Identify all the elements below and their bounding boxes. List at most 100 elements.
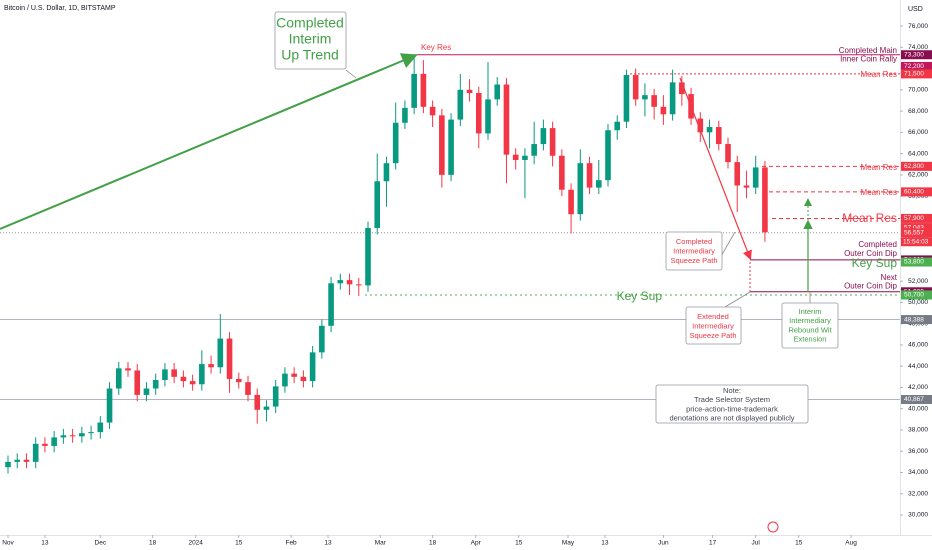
price-tag-label: 72,200: [904, 63, 924, 70]
candle-body: [448, 119, 454, 175]
y-tick-label: 74,000: [908, 44, 928, 51]
candle-body: [143, 388, 150, 395]
y-tick-label: 50,000: [908, 299, 928, 306]
candle-body: [679, 82, 685, 95]
candle-body: [549, 128, 556, 156]
price-tag: [901, 161, 932, 171]
candle-body: [23, 459, 30, 462]
price-tag-label: 62,800: [904, 163, 924, 170]
price-tag: [901, 50, 932, 60]
price-tag: [901, 223, 932, 233]
annotation-text: Note:: [723, 386, 741, 395]
candle-body: [411, 73, 417, 108]
candle-body: [125, 368, 131, 371]
price-tag: [901, 213, 932, 223]
annotation-text: price-action-time-trademark: [686, 404, 778, 413]
candle-body: [642, 95, 648, 100]
candle-body: [605, 130, 611, 181]
candle-body: [328, 283, 334, 326]
y-tick-label: 66,000: [908, 129, 928, 136]
price-tag-label: 57,043: [904, 224, 924, 231]
y-tick-label: 68,000: [908, 108, 928, 115]
candle-body: [5, 461, 11, 468]
candle-body: [531, 144, 537, 156]
annotation-text: Completed: [676, 237, 712, 246]
y-tick-label: 44,000: [908, 363, 928, 370]
candle-body: [291, 373, 297, 377]
currency-label: USD: [908, 6, 923, 13]
squeeze-arrow: [679, 77, 752, 261]
symbol-header: Bitcoin / U.S. Dollar, 1D, BITSTAMP: [4, 5, 116, 12]
y-tick-label: 32,000: [908, 490, 928, 497]
annotation-text: Mean Res: [861, 163, 897, 172]
candle-body: [226, 338, 233, 379]
price-tag-label: 56,557: [904, 229, 924, 236]
callout-line: [724, 291, 751, 308]
candle-body: [217, 338, 224, 368]
candle-body: [706, 127, 713, 133]
candle-body: [199, 364, 205, 385]
candle-body: [485, 99, 491, 134]
y-tick-label: 42,000: [908, 384, 928, 391]
event-icon[interactable]: [767, 521, 779, 533]
candle-body: [272, 386, 279, 407]
y-tick-label: 52,000: [908, 278, 928, 285]
y-tick-label: 36,000: [908, 448, 928, 455]
candle-body: [559, 155, 565, 190]
candle-body: [365, 228, 371, 286]
x-tick-label: Jul: [752, 540, 761, 547]
y-tick-label: 38,000: [908, 427, 928, 434]
candle-body: [180, 376, 187, 382]
annotation-text: Trade Selector System: [694, 395, 770, 404]
annotation-text: Outer Coin Dip: [844, 282, 897, 291]
annotation-text: Interim: [799, 307, 822, 316]
price-tag-label: 57,900: [904, 215, 924, 222]
candle-body: [429, 106, 436, 116]
candle-body: [263, 406, 270, 410]
annotation-box: [781, 302, 839, 349]
candle-body: [42, 443, 48, 446]
annotation-text: Intermediary: [673, 246, 715, 255]
candle-body: [392, 122, 399, 164]
candle-body: [752, 167, 759, 188]
candle-body: [300, 376, 307, 382]
candle-body: [614, 121, 621, 131]
annotation-text: Intermediary: [692, 321, 734, 330]
candle-body: [697, 118, 704, 133]
candle-body: [254, 394, 261, 410]
x-tick-label: May: [562, 540, 575, 547]
annotation-text: Intermediary: [789, 316, 831, 325]
trend-arrow: [0, 53, 418, 230]
y-tick-label: 64,000: [908, 150, 928, 157]
x-tick-label: 15: [235, 540, 243, 547]
candle-body: [522, 155, 528, 160]
x-tick-label: 15: [795, 540, 803, 547]
candle-body: [319, 325, 325, 353]
annotation-text: Key Res: [421, 43, 451, 52]
candle-body: [374, 181, 381, 229]
countdown-tag: [901, 237, 932, 247]
candle-body: [586, 163, 593, 188]
candle-body: [282, 373, 288, 387]
annotation-text: Key Sup: [852, 256, 898, 270]
candle-body: [466, 89, 473, 94]
x-tick-label: 17: [709, 540, 717, 547]
price-tag-label: 50,700: [904, 292, 924, 299]
price-tag: [901, 187, 932, 197]
annotation-text: Completed Main: [839, 46, 897, 55]
candle-body: [245, 382, 251, 395]
x-tick-label: 2024: [188, 540, 203, 547]
candle-body: [660, 106, 667, 115]
x-tick-label: Apr: [471, 540, 482, 547]
candle-body: [337, 280, 344, 284]
candle-body: [494, 84, 501, 100]
annotation-text: Extended: [697, 312, 729, 321]
candle-body: [171, 369, 177, 377]
x-tick-label: Jun: [658, 540, 669, 547]
x-tick-label: 13: [324, 540, 332, 547]
x-tick-label: Mar: [375, 540, 387, 547]
price-tag-label: 71,500: [904, 71, 924, 78]
x-tick-label: Feb: [285, 540, 297, 547]
